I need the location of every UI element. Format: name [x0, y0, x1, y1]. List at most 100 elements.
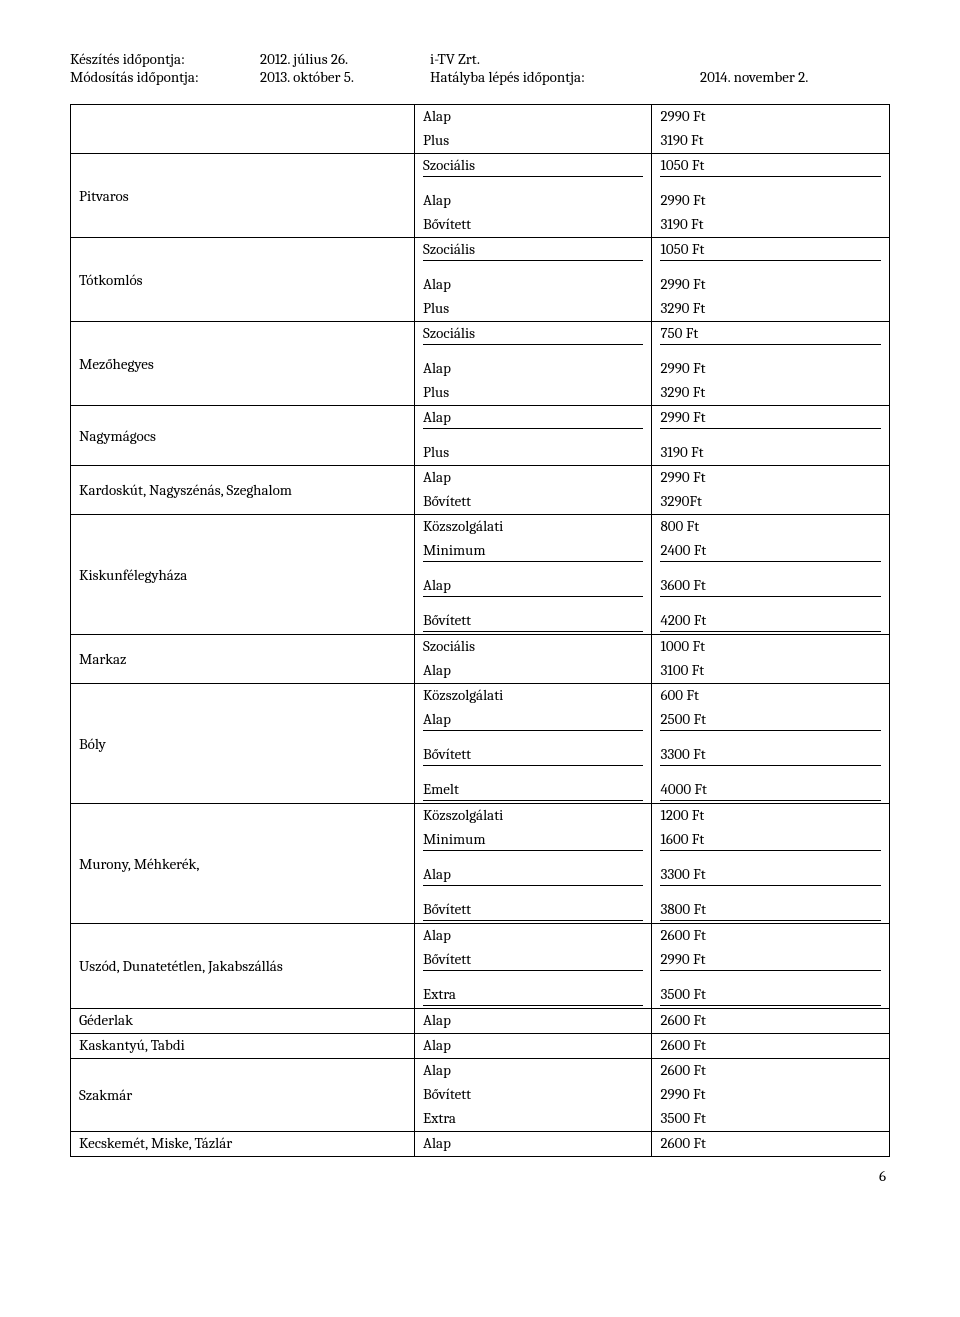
plan-cell: Extra — [414, 1107, 652, 1132]
price-cell: 2990 Ft — [652, 189, 890, 213]
location-cell — [71, 105, 415, 154]
location-cell: Kiskunfélegyháza — [71, 515, 415, 635]
price-cell: 2990 Ft — [652, 357, 890, 381]
price-cell: 2990 Ft — [652, 1083, 890, 1107]
price-cell: 1600 Ft — [652, 828, 890, 863]
plan-cell: Bővített — [414, 948, 652, 983]
location-cell: Bóly — [71, 684, 415, 804]
price-cell: 2990 Ft — [652, 466, 890, 491]
plan-cell: Bővített — [414, 1083, 652, 1107]
plan-cell: Alap — [414, 273, 652, 297]
plan-cell: Közszolgálati — [414, 684, 652, 709]
price-cell: 2600 Ft — [652, 1132, 890, 1157]
mod-label: Módosítás időpontja: — [70, 68, 260, 86]
location-cell: Uszód, Dunatetétlen, Jakabszállás — [71, 924, 415, 1009]
location-cell: Kecskemét, Miske, Tázlár — [71, 1132, 415, 1157]
price-cell: 4200 Ft — [652, 609, 890, 635]
plan-cell: Szociális — [414, 238, 652, 274]
price-cell: 3290 Ft — [652, 297, 890, 322]
plan-cell: Alap — [414, 189, 652, 213]
eff-label: Hatályba lépés időpontja: — [430, 68, 700, 86]
plan-cell: Közszolgálati — [414, 804, 652, 829]
plan-cell: Szociális — [414, 635, 652, 660]
plan-cell: Alap — [414, 1009, 652, 1034]
prep-date: 2012. július 26. — [260, 50, 430, 68]
plan-cell: Bővített — [414, 213, 652, 238]
price-cell: 2990 Ft — [652, 105, 890, 130]
plan-cell: Minimum — [414, 539, 652, 574]
plan-cell: Alap — [414, 1034, 652, 1059]
plan-cell: Közszolgálati — [414, 515, 652, 540]
company: i-TV Zrt. — [430, 50, 700, 68]
plan-cell: Bővített — [414, 898, 652, 924]
plan-cell: Bővített — [414, 490, 652, 515]
plan-cell: Plus — [414, 297, 652, 322]
location-cell: Murony, Méhkerék, — [71, 804, 415, 924]
plan-cell: Szociális — [414, 154, 652, 190]
price-cell: 1200 Ft — [652, 804, 890, 829]
location-cell: Markaz — [71, 635, 415, 684]
plan-cell: Bővített — [414, 609, 652, 635]
price-cell: 2990 Ft — [652, 406, 890, 442]
price-cell: 2600 Ft — [652, 1009, 890, 1034]
document-header: Készítés időpontja: 2012. július 26. i-T… — [70, 50, 890, 86]
mod-date: 2013. október 5. — [260, 68, 430, 86]
plan-cell: Plus — [414, 129, 652, 154]
plan-cell: Alap — [414, 863, 652, 898]
plan-cell: Bővített — [414, 743, 652, 778]
price-cell: 2990 Ft — [652, 273, 890, 297]
eff-date: 2014. november 2. — [700, 68, 808, 86]
location-cell: Kardoskút, Nagyszénás, Szeghalom — [71, 466, 415, 515]
price-cell: 3190 Ft — [652, 441, 890, 466]
price-cell: 2600 Ft — [652, 1034, 890, 1059]
price-cell: 3290Ft — [652, 490, 890, 515]
price-cell: 2500 Ft — [652, 708, 890, 743]
price-cell: 3100 Ft — [652, 659, 890, 684]
prep-label: Készítés időpontja: — [70, 50, 260, 68]
plan-cell: Alap — [414, 357, 652, 381]
plan-cell: Alap — [414, 708, 652, 743]
location-cell: Géderlak — [71, 1009, 415, 1034]
price-cell: 3500 Ft — [652, 1107, 890, 1132]
price-cell: 800 Ft — [652, 515, 890, 540]
plan-cell: Minimum — [414, 828, 652, 863]
location-cell: Mezőhegyes — [71, 322, 415, 406]
price-cell: 600 Ft — [652, 684, 890, 709]
price-cell: 3290 Ft — [652, 381, 890, 406]
price-cell: 3800 Ft — [652, 898, 890, 924]
plan-cell: Extra — [414, 983, 652, 1009]
price-cell: 2990 Ft — [652, 948, 890, 983]
plan-cell: Plus — [414, 441, 652, 466]
price-cell: 3190 Ft — [652, 213, 890, 238]
price-cell: 3300 Ft — [652, 863, 890, 898]
plan-cell: Alap — [414, 466, 652, 491]
plan-cell: Alap — [414, 924, 652, 949]
plan-cell: Plus — [414, 381, 652, 406]
location-cell: Szakmár — [71, 1059, 415, 1132]
location-cell: Kaskantyú, Tabdi — [71, 1034, 415, 1059]
plan-cell: Emelt — [414, 778, 652, 804]
plan-cell: Alap — [414, 659, 652, 684]
page-number: 6 — [70, 1167, 890, 1185]
plan-cell: Szociális — [414, 322, 652, 358]
plan-cell: Alap — [414, 406, 652, 442]
price-cell: 750 Ft — [652, 322, 890, 358]
location-cell: Nagymágocs — [71, 406, 415, 466]
plan-cell: Alap — [414, 105, 652, 130]
location-cell: Pitvaros — [71, 154, 415, 238]
price-cell: 1000 Ft — [652, 635, 890, 660]
price-cell: 2600 Ft — [652, 1059, 890, 1084]
price-cell: 3300 Ft — [652, 743, 890, 778]
plan-cell: Alap — [414, 1132, 652, 1157]
price-cell: 2400 Ft — [652, 539, 890, 574]
pricing-table: Alap2990 FtPlus3190 FtPitvarosSzociális1… — [70, 104, 890, 1157]
plan-cell: Alap — [414, 1059, 652, 1084]
price-cell: 1050 Ft — [652, 154, 890, 190]
price-cell: 3190 Ft — [652, 129, 890, 154]
location-cell: Tótkomlós — [71, 238, 415, 322]
price-cell: 3500 Ft — [652, 983, 890, 1009]
price-cell: 1050 Ft — [652, 238, 890, 274]
plan-cell: Alap — [414, 574, 652, 609]
price-cell: 3600 Ft — [652, 574, 890, 609]
price-cell: 4000 Ft — [652, 778, 890, 804]
